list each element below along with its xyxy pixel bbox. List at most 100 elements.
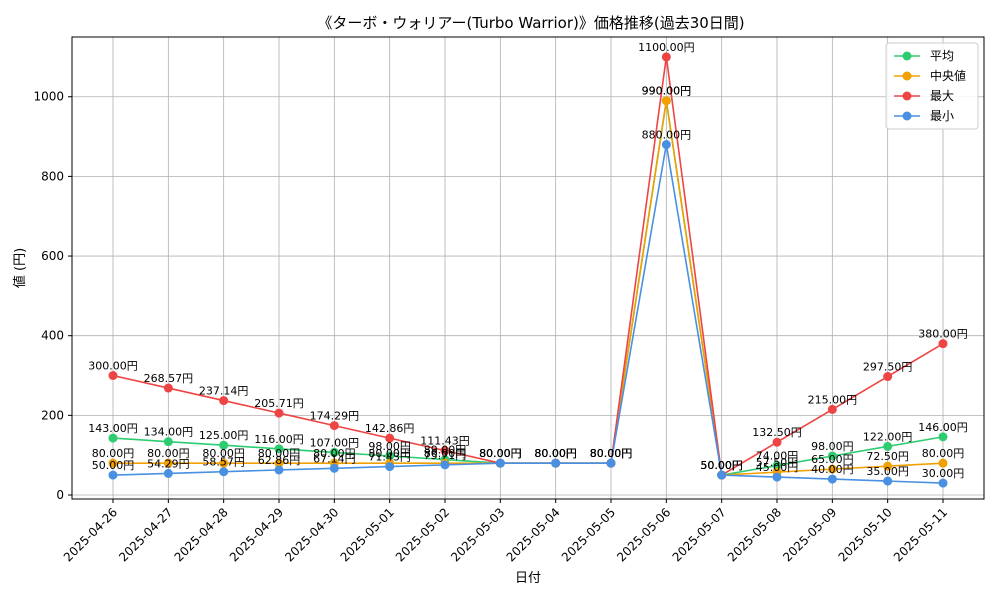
data-label: 67.14円 <box>313 452 356 465</box>
y-tick-label: 0 <box>56 488 64 502</box>
data-label: 57.50円 <box>756 456 799 469</box>
legend-marker <box>902 111 912 121</box>
data-point <box>385 462 395 472</box>
data-label: 98.00円 <box>811 440 854 453</box>
data-label: 990.00円 <box>642 85 692 98</box>
data-point <box>551 458 561 468</box>
data-point <box>108 470 118 480</box>
data-label: 125.00円 <box>199 429 249 442</box>
data-label: 215.00円 <box>808 393 858 406</box>
data-label: 80.00円 <box>479 447 522 460</box>
data-point <box>661 140 671 150</box>
data-label: 80.00円 <box>92 447 135 460</box>
legend-box <box>885 42 979 130</box>
series-line <box>112 100 944 477</box>
legend-label: 中央値 <box>930 68 966 83</box>
x-tick-label: 2025-04-27 <box>116 505 175 564</box>
grid-lines <box>72 37 984 499</box>
y-tick-label: 400 <box>41 329 64 343</box>
data-point <box>385 451 395 461</box>
data-point <box>772 437 782 447</box>
data-point <box>717 470 727 480</box>
y-tick-label: 200 <box>41 408 64 422</box>
y-tick-label: 600 <box>41 249 64 263</box>
data-label: 122.00円 <box>863 430 913 443</box>
data-label: 58.57円 <box>202 456 245 469</box>
data-label: 80.00円 <box>202 447 245 460</box>
data-label: 990.00円 <box>642 85 692 98</box>
data-label: 174.29円 <box>310 410 360 423</box>
data-label: 50.00円 <box>700 459 743 472</box>
data-point <box>219 467 229 477</box>
data-label: 297.50円 <box>863 361 913 374</box>
data-label: 80.00円 <box>534 447 577 460</box>
chart-title: 《ターボ・ウォリアー(Turbo Warrior)》価格推移(過去30日間) <box>317 14 744 32</box>
data-point <box>108 458 118 468</box>
x-tick-label: 2025-05-07 <box>670 505 729 564</box>
plot-frame <box>71 36 985 500</box>
legend-label: 平均 <box>930 49 954 63</box>
x-tick-label: 2025-05-08 <box>725 505 784 564</box>
x-tick-label: 2025-05-10 <box>836 505 895 564</box>
data-point <box>606 458 616 468</box>
data-label: 50.00円 <box>700 459 743 472</box>
data-label: 205.71円 <box>254 397 304 410</box>
axes: 020040060080010002025-04-262025-04-27202… <box>33 36 985 564</box>
data-label: 80.00円 <box>590 447 633 460</box>
data-label: 80.00円 <box>313 447 356 460</box>
data-label: 98.00円 <box>368 440 411 453</box>
data-point <box>827 464 837 474</box>
series-line <box>112 144 944 484</box>
data-point <box>163 383 173 393</box>
data-point <box>219 440 229 450</box>
data-point <box>108 371 118 381</box>
data-point <box>827 474 837 484</box>
data-label: 80.00円 <box>368 447 411 460</box>
data-point <box>440 446 450 456</box>
data-label: 30.00円 <box>922 467 965 480</box>
data-point <box>108 433 118 443</box>
data-label: 80.00円 <box>922 447 965 460</box>
data-label: 80.00円 <box>534 447 577 460</box>
legend-marker <box>902 71 912 81</box>
data-label: 50.00円 <box>700 459 743 472</box>
data-label: 80.00円 <box>590 447 633 460</box>
data-label: 62.86円 <box>258 454 301 467</box>
legend-label: 最小 <box>930 109 954 123</box>
data-label: 268.57円 <box>144 372 194 385</box>
data-label: 80.00円 <box>424 447 467 460</box>
data-label: 380.00円 <box>918 328 968 341</box>
data-point <box>772 461 782 471</box>
data-label: 71.43円 <box>368 451 411 464</box>
data-label: 40.00円 <box>811 463 854 476</box>
data-label: 74.00円 <box>756 450 799 463</box>
data-point <box>329 463 339 473</box>
data-label: 80.00円 <box>479 447 522 460</box>
data-label: 54.29円 <box>147 457 190 470</box>
data-point <box>772 472 782 482</box>
data-point <box>329 421 339 431</box>
data-point <box>219 396 229 406</box>
data-label: 1100.00円 <box>638 41 695 54</box>
x-tick-label: 2025-05-04 <box>504 505 563 564</box>
data-point <box>440 460 450 470</box>
data-label: 75.71円 <box>424 449 467 462</box>
data-point <box>274 465 284 475</box>
data-point <box>883 461 893 471</box>
series-line <box>112 56 944 477</box>
data-labels: 143.00円 134.00円 125.00円 116.00円 107.00円 98.00… <box>88 41 968 480</box>
data-label: 116.00円 <box>254 433 304 446</box>
series-line <box>113 100 944 476</box>
legend-marker <box>902 51 912 61</box>
data-label: 50.00円 <box>700 459 743 472</box>
data-label: 35.00円 <box>866 465 909 478</box>
y-tick-label: 800 <box>41 169 64 183</box>
data-label: 80.00円 <box>258 447 301 460</box>
series-lines <box>108 52 948 488</box>
data-label: 300.00円 <box>88 360 138 373</box>
data-label: 72.50円 <box>866 450 909 463</box>
x-tick-label: 2025-04-30 <box>282 505 341 564</box>
x-tick-label: 2025-04-26 <box>61 505 120 564</box>
